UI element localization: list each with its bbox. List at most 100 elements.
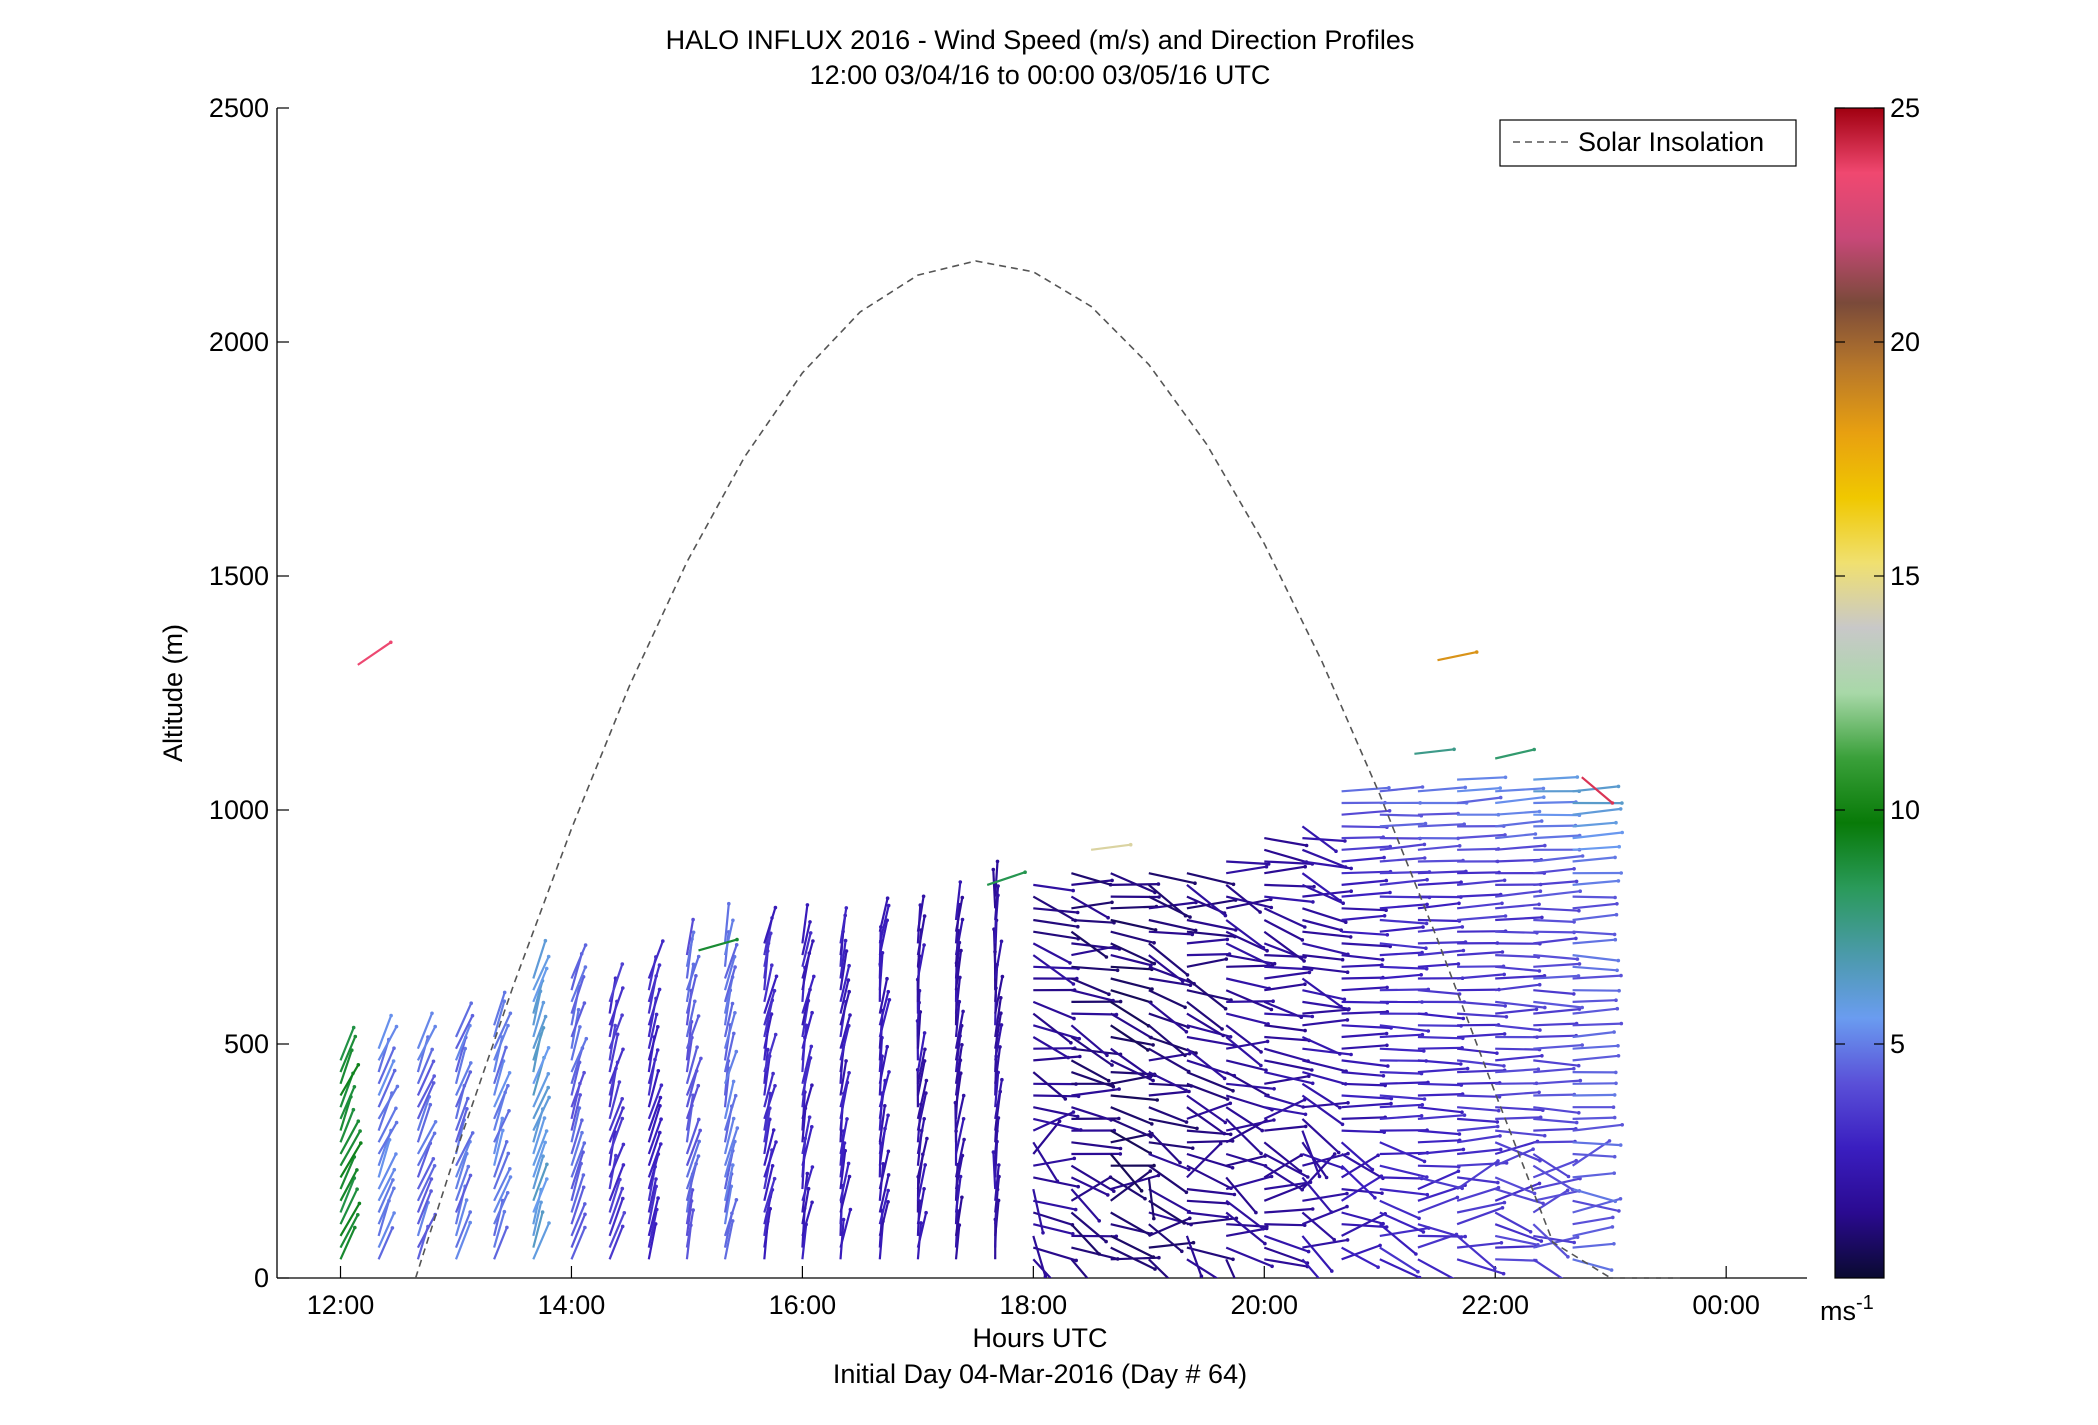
wind-barb-tip [847, 989, 851, 994]
wind-barb [1071, 942, 1120, 951]
wind-barb [1457, 1117, 1498, 1123]
wind-barb-tip [583, 943, 588, 947]
wind-barb [1457, 847, 1499, 851]
wind-barb [339, 1096, 352, 1131]
wind-barb [339, 1064, 360, 1097]
wind-barb [839, 1014, 852, 1049]
wind-barb-tip [887, 1070, 891, 1074]
wind-barb-tip [659, 1142, 663, 1146]
wind-barb-tip [351, 1107, 356, 1112]
wind-barb-tip [1532, 1191, 1537, 1196]
wind-barb [1110, 954, 1152, 967]
wind-barb-tip [1463, 785, 1468, 790]
wind-barb [1533, 907, 1579, 912]
wind-barb [723, 1095, 737, 1131]
wind-barb-tip [1613, 855, 1617, 860]
wind-barb-tip [1225, 1283, 1229, 1287]
wind-barb-tip [392, 1167, 397, 1172]
wind-barb [1032, 1036, 1069, 1059]
wind-barb-tip [1610, 801, 1615, 805]
wind-barb [339, 1130, 362, 1167]
wind-barb-tip [1057, 1119, 1062, 1124]
wind-barb [1417, 786, 1466, 793]
wind-barb [1437, 651, 1477, 662]
wind-barb-tip [621, 1142, 626, 1147]
wind-barb-tip [394, 1120, 399, 1125]
wind-barb-tip [807, 1115, 812, 1119]
wind-barb [992, 869, 997, 909]
wind-barb-tip [1380, 1191, 1384, 1195]
wind-barb [1301, 1258, 1321, 1278]
wind-barb-tip [1232, 1192, 1237, 1197]
wind-barb-tip [428, 1102, 433, 1107]
wind-barb-tip [1110, 1063, 1114, 1067]
wind-barb [763, 1189, 774, 1225]
wind-barb [416, 1012, 434, 1050]
wind-barb [1379, 1188, 1428, 1196]
wind-barb-tip [582, 1070, 586, 1075]
wind-barb [455, 1015, 474, 1050]
wind-barb [454, 1222, 472, 1260]
wind-barb [1148, 1141, 1193, 1150]
wind-barb-tip [1422, 842, 1427, 847]
wind-barb [994, 1046, 1002, 1084]
wind-barb-tip [1531, 1147, 1535, 1151]
wind-barb [1379, 942, 1427, 950]
wind-barb-tip [1155, 1098, 1159, 1102]
wind-barb-tip [1607, 1139, 1612, 1143]
wind-barb [1070, 1211, 1107, 1243]
wind-barb-tip [545, 1177, 549, 1181]
wind-barb [608, 1143, 625, 1178]
wind-barb [1572, 1216, 1613, 1226]
wind-barb [1533, 834, 1580, 840]
colorbar-unit-base: ms [1820, 1296, 1856, 1326]
wind-barb [608, 1212, 626, 1249]
wind-barb [1379, 1033, 1423, 1039]
wind-barb [839, 907, 848, 944]
wind-barb-tip [925, 1136, 929, 1141]
wind-barb-tip [808, 931, 813, 935]
wind-barb [723, 1141, 736, 1178]
wind-barb-tip [466, 1096, 470, 1101]
wind-barb-tip [391, 1178, 395, 1182]
wind-barb-tip [1345, 1018, 1350, 1022]
wind-barb [1417, 1170, 1459, 1191]
wind-barb [1070, 1059, 1110, 1082]
wind-barb [878, 905, 890, 944]
wind-barb [1457, 1069, 1505, 1074]
wind-barb-tip [433, 1024, 438, 1029]
wind-barb-tip [1386, 1064, 1390, 1068]
wind-barb [1341, 1010, 1388, 1015]
wind-barb [1533, 1008, 1580, 1015]
wind-barb-tip [1422, 1097, 1427, 1101]
wind-barb-tip [770, 1164, 775, 1168]
wind-barb-tip [1317, 1174, 1322, 1179]
wind-barb [685, 1130, 702, 1167]
wind-barb-tip [1184, 1030, 1189, 1034]
wind-barb [763, 1055, 771, 1096]
wind-barb-tip [546, 954, 551, 959]
wind-barb-tip [921, 894, 926, 899]
wind-barb-tip [1538, 1028, 1542, 1032]
wind-barb [954, 897, 964, 932]
wind-barb [454, 1048, 467, 1085]
wind-barb-tip [1118, 1146, 1123, 1151]
wind-barb-tip [504, 1140, 509, 1144]
wind-barb-tip [432, 1074, 437, 1078]
wind-barb [801, 904, 809, 944]
wind-barb [608, 1081, 621, 1120]
wind-barb-tip [806, 1186, 811, 1191]
wind-barb [1379, 1047, 1424, 1053]
wind-barb-tip [961, 1093, 966, 1098]
wind-barb [1071, 901, 1113, 910]
wind-barb [1186, 1246, 1234, 1261]
wind-barb-tip [1265, 948, 1269, 953]
wind-barb [1186, 1001, 1223, 1030]
wind-barb [878, 920, 889, 956]
wind-barb-tip [470, 1131, 475, 1135]
wind-barb-tip [1385, 1043, 1389, 1048]
wind-barb-tip [1269, 1174, 1274, 1179]
wind-barb [1533, 954, 1578, 961]
wind-barb-tip [1310, 1081, 1315, 1086]
wind-barb [1379, 1199, 1420, 1220]
